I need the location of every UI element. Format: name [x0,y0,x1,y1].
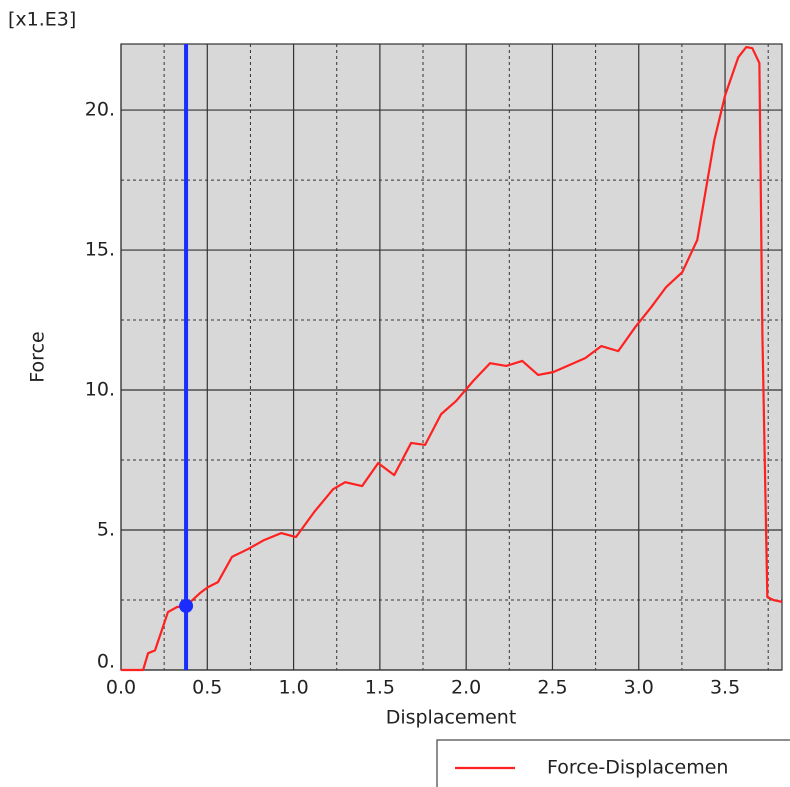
y-tick-label: 15. [85,239,115,261]
plot-frame [120,43,783,671]
plot-area [121,44,782,670]
y-tick-label: 0. [97,651,115,673]
y-axis-label: Force [27,331,49,382]
x-tick-label: 3.0 [624,677,654,699]
x-tick-label: 1.0 [278,677,308,699]
data-line [121,45,783,672]
y-tick-label: 20. [85,99,115,121]
x-tick-label: 2.5 [537,677,567,699]
x-tick-label: 1.5 [365,677,395,699]
x-tick-label: 0.0 [106,677,136,699]
y-tick-label: 10. [85,379,115,401]
x-tick-label: 2.0 [451,677,481,699]
legend-box [436,739,790,787]
legend-label: Force-Displacemen [547,757,728,779]
cursor-point [179,598,194,613]
x-axis-label: Displacement [386,707,517,729]
y-tick-label: 5. [97,519,115,541]
x-tick-label: 0.5 [192,677,222,699]
x-tick-label: 3.5 [710,677,740,699]
axis-multiplier: [x1.E3] [8,9,76,31]
